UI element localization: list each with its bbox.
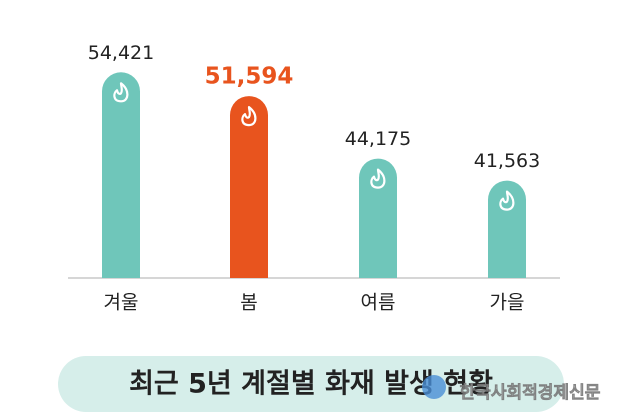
flame-icon [113,82,129,103]
x-tick-label: 여름 [361,292,396,314]
flame-icon [241,106,257,127]
value-label: 41,563 [474,150,540,172]
flame-icon [370,168,386,189]
bar [230,96,268,278]
x-tick-label: 봄 [240,292,257,314]
value-label: 54,421 [88,42,154,64]
flame-icon [499,190,515,211]
watermark-logo [422,375,446,399]
value-label: 51,594 [205,64,294,90]
bar [488,180,526,278]
bar [359,158,397,278]
watermark: 한국사회적경제신문 [460,383,601,403]
value-label: 44,175 [345,128,411,150]
bar [102,72,140,278]
x-tick-label: 겨울 [104,292,139,314]
x-tick-label: 가을 [490,292,525,314]
